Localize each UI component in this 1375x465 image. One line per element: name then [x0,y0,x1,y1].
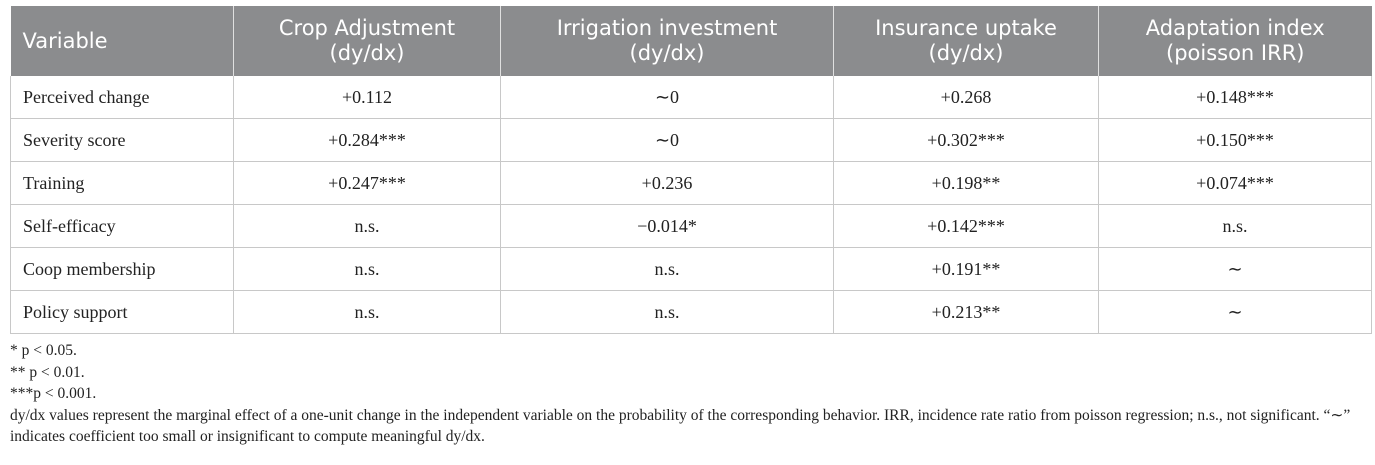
table-cell: n.s. [233,204,501,248]
footnote: ***p < 0.001. [10,385,97,402]
row-label: Severity score [10,118,234,162]
table-cell: +0.213** [833,290,1099,334]
table-row: Coop membership n.s. n.s. +0.191** ∼ [10,247,1372,291]
table-cell: +0.112 [233,76,501,119]
table-row: Self-efficacy n.s. −0.014* +0.142*** n.s… [10,204,1372,248]
column-header-adaptation-index: Adaptation index (poisson IRR) [1098,6,1372,76]
results-table: Variable Crop Adjustment (dy/dx) Irrigati… [10,6,1372,334]
table-row: Severity score +0.284*** ∼0 +0.302*** +0… [10,118,1372,162]
table-row: Perceived change +0.112 ∼0 +0.268 +0.148… [10,76,1372,119]
table-row: Training +0.247*** +0.236 +0.198** +0.07… [10,161,1372,205]
table-cell: +0.191** [833,247,1099,291]
row-label: Policy support [10,290,234,334]
table-cell: n.s. [233,247,501,291]
table-cell: n.s. [233,290,501,334]
column-header-irrigation-investment: Irrigation investment (dy/dx) [500,6,834,76]
table-cell: n.s. [500,247,834,291]
table-cell: ∼ [1098,290,1372,334]
table-cell: +0.142*** [833,204,1099,248]
row-label: Training [10,161,234,205]
row-label: Coop membership [10,247,234,291]
table-cell: +0.236 [500,161,834,205]
row-label: Perceived change [10,76,234,119]
results-table-container: Variable Crop Adjustment (dy/dx) Irrigati… [10,6,1372,448]
footnote: ** p < 0.01. [10,363,85,381]
column-header-crop-adjustment: Crop Adjustment (dy/dx) [233,6,501,76]
column-header-variable: Variable [10,6,234,76]
table-cell: n.s. [1098,204,1372,248]
footnote: * p < 0.05. [10,342,77,359]
table-cell: +0.247*** [233,161,501,205]
table-cell: +0.302*** [833,118,1099,162]
column-header-insurance-uptake: Insurance uptake (dy/dx) [833,6,1099,76]
table-row: Policy support n.s. n.s. +0.213** ∼ [10,290,1372,334]
table-cell: +0.198** [833,161,1099,205]
table-cell: +0.074*** [1098,161,1372,205]
table-cell: +0.150*** [1098,118,1372,162]
table-cell: +0.148*** [1098,76,1372,119]
table-cell: n.s. [500,290,834,334]
table-cell: ∼0 [500,118,834,162]
footnote-explanation: dy/dx values represent the marginal effe… [10,406,1351,446]
table-cell: ∼0 [500,76,834,119]
table-cell: ∼ [1098,247,1372,291]
table-footnotes: * p < 0.05. ** p < 0.01. ***p < 0.001. d… [10,340,1371,448]
table-cell: +0.268 [833,76,1099,119]
table-cell: −0.014* [500,204,834,248]
header-row: Variable Crop Adjustment (dy/dx) Irrigati… [10,6,1372,76]
table-cell: +0.284*** [233,118,501,162]
row-label: Self-efficacy [10,204,234,248]
